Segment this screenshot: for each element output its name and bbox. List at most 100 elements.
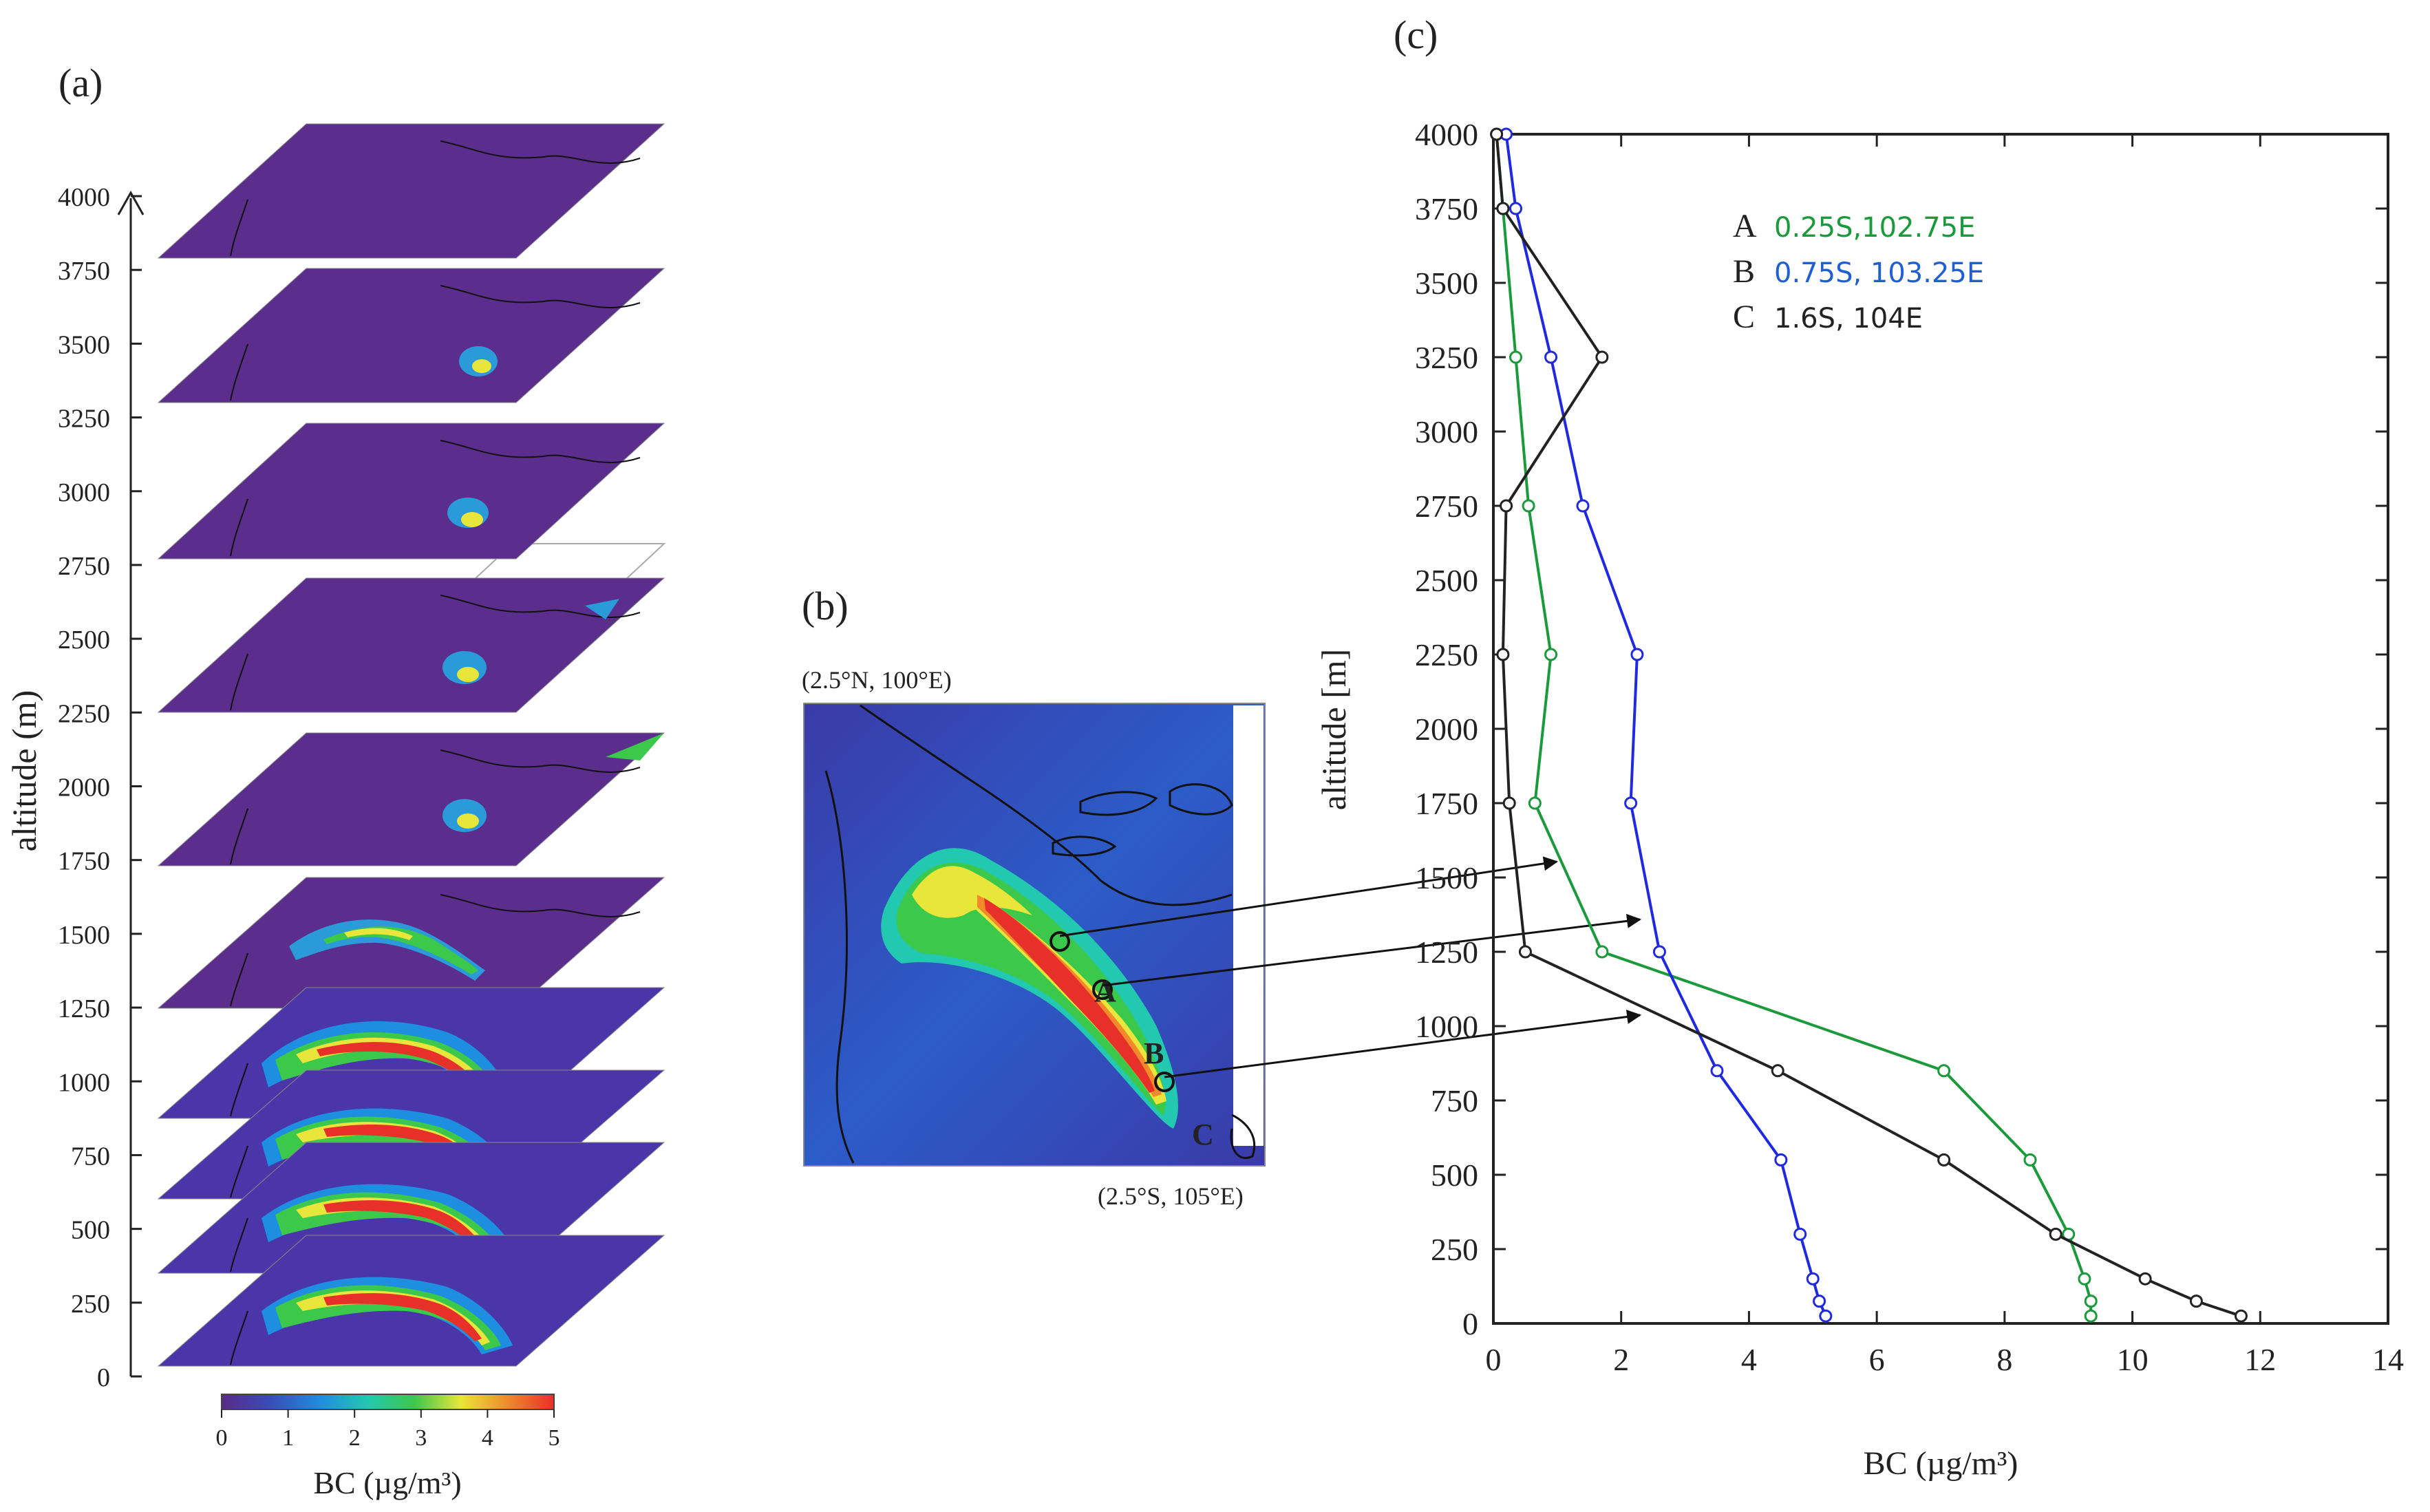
- layer-2000: [157, 732, 665, 866]
- legend-text-A: 0.25S,102.75E: [1774, 212, 1975, 244]
- panel-a-ytick-label: 0: [97, 1363, 110, 1392]
- y-tick-label: 250: [1431, 1232, 1478, 1267]
- panel-a-ytick-label: 250: [71, 1290, 110, 1319]
- x-tick-label: 4: [1741, 1342, 1757, 1377]
- panel-c-series: [1490, 127, 2248, 1323]
- layer-1500: [157, 877, 665, 1009]
- layer-2500: [157, 577, 665, 713]
- y-tick-label: 500: [1431, 1158, 1478, 1193]
- panel-a-ytick-label: 2500: [58, 626, 110, 654]
- panel-a-ytick-label: 1500: [58, 921, 110, 950]
- series-point-A: [1509, 350, 1522, 364]
- y-tick-label: 1250: [1415, 935, 1478, 970]
- colorbar-tick-label: 5: [548, 1425, 560, 1451]
- layer-250: [157, 1235, 665, 1367]
- series-point-A: [1595, 945, 1609, 959]
- series-point-A: [2084, 1295, 2098, 1308]
- x-tick-label: 10: [2117, 1342, 2149, 1377]
- series-point-A: [2023, 1153, 2037, 1167]
- panel-b-corner-se: (2.5°S, 105°E): [1098, 1182, 1244, 1210]
- series-point-C: [1937, 1153, 1951, 1167]
- panel-a-ytick-label: 2750: [58, 552, 110, 581]
- series-point-B: [1576, 499, 1590, 513]
- panel-b: (b) (2.5°N, 100°E) (2.5°S, 105°E) A: [802, 584, 1642, 1210]
- legend-key-B: B: [1733, 253, 1755, 290]
- series-point-C: [1771, 1064, 1784, 1078]
- series-point-B: [1819, 1309, 1833, 1323]
- series-point-B: [1544, 350, 1558, 364]
- series-point-B: [1630, 648, 1644, 661]
- layer-3000: [157, 423, 665, 560]
- y-tick-label: 1500: [1415, 860, 1478, 895]
- colorbar-tick-label: 0: [216, 1425, 228, 1451]
- series-point-B: [1774, 1153, 1788, 1167]
- y-tick-label: 1750: [1415, 786, 1478, 821]
- series-point-B: [1710, 1064, 1724, 1078]
- panel-a-ytick-label: 3000: [58, 478, 110, 507]
- panel-a-label: (a): [58, 61, 103, 105]
- y-tick-label: 3000: [1415, 414, 1478, 449]
- series-point-B: [1793, 1227, 1807, 1241]
- arrow-A: [1059, 856, 1559, 937]
- series-point-A: [1544, 648, 1558, 661]
- panel-a-yticks: 0 250 500 750 1000 1250 1500 1750 2000 2250 2500 27…: [58, 183, 142, 1392]
- y-tick-label: 3250: [1415, 340, 1478, 375]
- series-point-C: [2049, 1227, 2063, 1241]
- panel-a: (a) 025050075010001250150017502000225025…: [5, 61, 666, 1500]
- colorbar-tick-label: 4: [482, 1425, 493, 1451]
- series-point-C: [1595, 350, 1609, 364]
- series-point-A: [1937, 1064, 1951, 1078]
- panel-a-ytick-label: 2000: [58, 774, 110, 802]
- panel-a-ylabel: altitude (m): [5, 690, 43, 852]
- colorbar-tick-label: 3: [415, 1425, 427, 1451]
- series-point-A: [1522, 499, 1535, 513]
- colorbar-tick-label: 2: [349, 1425, 361, 1451]
- x-tick-label: 8: [1996, 1342, 2012, 1377]
- series-point-C: [2234, 1309, 2248, 1323]
- colorbar-tick-label: 1: [282, 1425, 294, 1451]
- x-tick-label: 2: [1613, 1342, 1629, 1377]
- y-tick-label: 2250: [1415, 637, 1478, 672]
- y-tick-label: 2000: [1415, 712, 1478, 747]
- y-tick-label: 4000: [1415, 117, 1478, 152]
- x-tick-label: 12: [2244, 1342, 2276, 1377]
- colorbar: 0 1 2 3 4 5 BC (µg/m³): [216, 1394, 560, 1500]
- point-C-marker: [1154, 1072, 1175, 1092]
- panel-a-ytick-label: 1250: [58, 994, 110, 1023]
- panel-a-ytick-label: 500: [71, 1216, 110, 1245]
- series-point-B: [1813, 1295, 1826, 1308]
- layer-3500: [157, 268, 665, 403]
- colorbar-gradient: [221, 1394, 555, 1410]
- series-point-A: [1528, 796, 1542, 810]
- series-point-A: [2084, 1309, 2098, 1323]
- y-tick-label: 3500: [1415, 266, 1478, 301]
- series-point-C: [2138, 1272, 2152, 1286]
- legend-text-B: 0.75S, 103.25E: [1774, 257, 1984, 289]
- point-A-marker: [1049, 931, 1070, 952]
- legend-key-A: A: [1733, 208, 1757, 244]
- plot-frame: [1492, 133, 2389, 1325]
- panel-b-label: (b): [802, 584, 849, 628]
- series-point-B: [1652, 945, 1666, 959]
- panel-c-label: (c): [1394, 12, 1438, 57]
- panel-c-xlabel: BC (µg/m³): [1864, 1445, 2018, 1482]
- panel-a-ytick-label: 2250: [58, 699, 110, 728]
- panel-a-ytick-label: 3750: [58, 257, 110, 286]
- arrow-C: [1164, 1010, 1642, 1078]
- colorbar-ticks: 0 1 2 3 4 5: [216, 1409, 560, 1451]
- panel-a-layers: [157, 123, 666, 1367]
- panel-a-ytick-label: 3250: [58, 405, 110, 434]
- legend-key-C: C: [1733, 299, 1755, 335]
- series-point-A: [2078, 1272, 2091, 1286]
- panel-c-ylabel: altitude [m]: [1314, 649, 1353, 811]
- legend-text-C: 1.6S, 104E: [1774, 303, 1923, 334]
- point-C-label: C: [1192, 1118, 1214, 1151]
- series-point-C: [1500, 499, 1513, 513]
- panel-c: (c) 0 250 500 750 1000 1250 1500 1750 2000 2250 25…: [1314, 12, 2404, 1482]
- y-tick-label: 0: [1462, 1306, 1478, 1341]
- series-point-C: [1496, 202, 1510, 215]
- x-tick-label: 14: [2372, 1342, 2404, 1377]
- y-tick-label: 3750: [1415, 191, 1478, 226]
- legend: A 0.25S,102.75E B 0.75S, 103.25E C 1.6S,…: [1733, 208, 1984, 335]
